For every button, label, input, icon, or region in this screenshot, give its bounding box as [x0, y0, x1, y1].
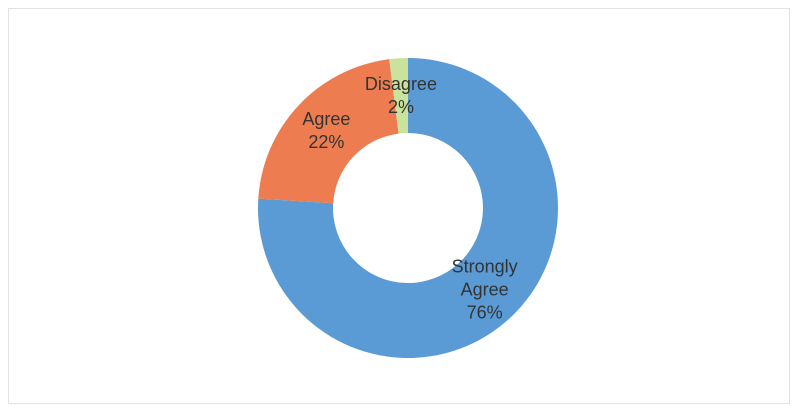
donut-slice: [258, 59, 399, 204]
label-category: Strongly Agree: [451, 256, 518, 300]
chart-frame: [8, 8, 790, 404]
label-category: Agree: [302, 109, 351, 130]
data-label: Strongly Agree 76%: [440, 255, 530, 324]
data-label: Agree 22%: [281, 108, 371, 154]
label-value: 2%: [387, 97, 414, 118]
label-value: 22%: [308, 132, 345, 153]
label-value: 76%: [466, 302, 503, 323]
data-label: Disagree 2%: [356, 73, 446, 119]
donut-slice: [258, 58, 558, 358]
donut-slice: [389, 58, 408, 134]
label-category: Disagree: [364, 74, 437, 95]
